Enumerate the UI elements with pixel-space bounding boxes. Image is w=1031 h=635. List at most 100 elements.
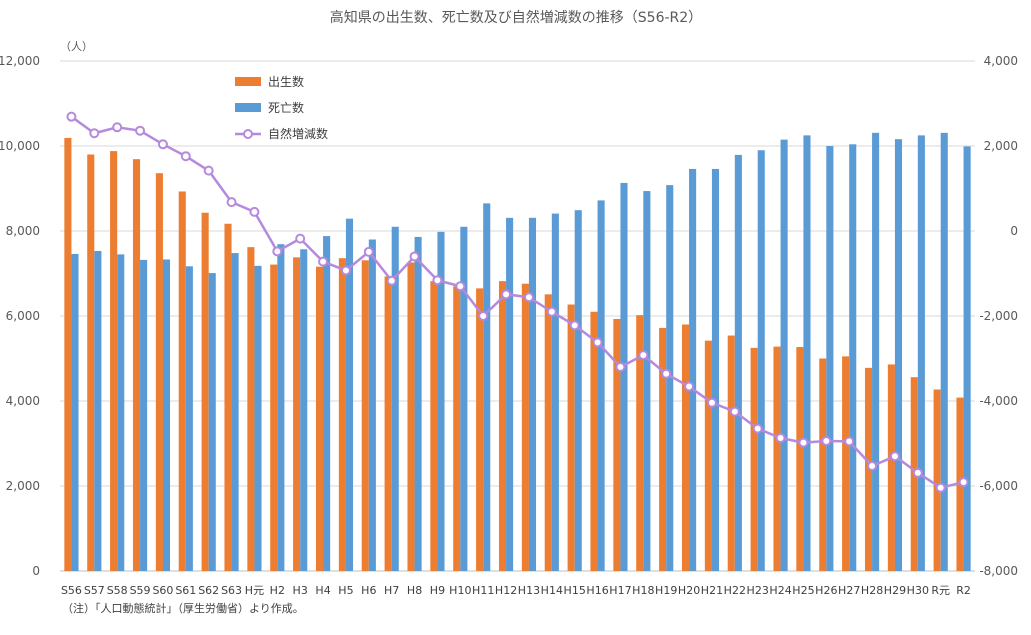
bar-births — [247, 247, 255, 571]
y-unit-label: （人） — [60, 40, 93, 53]
line-point — [409, 251, 420, 262]
bar-deaths — [506, 217, 514, 571]
bar-deaths — [483, 203, 491, 571]
bar-deaths — [666, 185, 674, 571]
line-point — [66, 111, 77, 122]
line-point — [112, 122, 123, 133]
bar-births — [201, 212, 209, 571]
bar-deaths — [323, 236, 331, 571]
line-point — [661, 368, 672, 379]
x-tick-label: H8 — [407, 584, 422, 597]
line-point — [592, 337, 603, 348]
left-tick-label: 8,000 — [6, 224, 40, 238]
x-tick-label: H6 — [361, 584, 376, 597]
line-series — [66, 111, 969, 493]
bar-births — [132, 159, 141, 572]
bar-deaths — [780, 139, 788, 571]
bar-births — [270, 264, 278, 571]
bar-deaths — [140, 259, 148, 571]
x-tick-label: S56 — [61, 584, 82, 597]
bar-births — [384, 276, 392, 571]
line-point — [867, 461, 878, 472]
x-tick-label: H16 — [586, 584, 608, 597]
x-tick-label: H18 — [632, 584, 654, 597]
bar-deaths — [940, 132, 948, 571]
bar-deaths — [574, 210, 582, 572]
x-tick-label: H24 — [769, 584, 791, 597]
x-tick-label: H12 — [495, 584, 517, 597]
line-point — [912, 467, 923, 478]
bar-deaths — [162, 259, 171, 571]
bar-births — [681, 324, 690, 571]
x-tick-label: R元 — [931, 584, 950, 597]
x-tick-label: H17 — [609, 584, 631, 597]
line-point — [203, 165, 214, 176]
bar-births — [659, 327, 667, 571]
legend-marker-natural — [243, 129, 253, 139]
line-point — [798, 437, 809, 448]
line-point — [889, 451, 900, 462]
left-tick-label: 12,000 — [0, 54, 40, 68]
x-tick-label: H11 — [472, 584, 494, 597]
bar-deaths — [437, 231, 445, 571]
x-tick-label: H28 — [861, 584, 883, 597]
bar-births — [544, 294, 552, 571]
line-point — [226, 197, 237, 208]
bar-deaths — [71, 253, 79, 571]
bar-deaths — [917, 135, 925, 571]
x-tick-label: H20 — [678, 584, 700, 597]
bar-deaths — [528, 217, 537, 571]
bar-births — [178, 191, 186, 571]
x-tick-label: H15 — [564, 584, 586, 597]
bar-births — [110, 151, 118, 571]
line-point — [249, 206, 260, 217]
bar-deaths — [872, 132, 880, 571]
line-point — [615, 362, 626, 372]
line-point — [180, 151, 191, 162]
line-point — [523, 292, 534, 303]
x-tick-label: H14 — [541, 584, 563, 597]
bar-deaths — [345, 218, 354, 572]
bar-births — [476, 288, 484, 571]
left-tick-label: 0 — [32, 564, 40, 578]
bar-births — [727, 335, 735, 571]
bar-births — [224, 223, 232, 571]
x-tick-label: H23 — [747, 584, 769, 597]
line-point — [729, 406, 740, 417]
x-tick-label: H7 — [384, 584, 399, 597]
x-tick-label: H10 — [449, 584, 471, 597]
bar-births — [750, 347, 758, 571]
line-point — [501, 289, 512, 300]
source-note: （注）「人口動態統計」（厚生労働省）より作成。 — [62, 601, 304, 615]
bar-births — [887, 364, 895, 571]
left-tick-label: 10,000 — [0, 139, 40, 153]
x-tick-label: H27 — [838, 584, 860, 597]
x-tick-label: S62 — [198, 584, 219, 597]
line-point — [455, 281, 466, 292]
line-point — [569, 320, 580, 331]
bar-births — [613, 318, 621, 571]
bar-births — [567, 304, 575, 571]
bar-births — [453, 286, 461, 571]
bar-series — [64, 132, 971, 572]
left-tick-label: 4,000 — [6, 394, 40, 408]
x-tick-label: H4 — [315, 584, 330, 597]
right-tick-label: 2,000 — [984, 139, 1018, 153]
bar-deaths — [963, 146, 971, 572]
right-tick-label: -4,000 — [979, 394, 1018, 408]
x-tick-label: S59 — [130, 584, 151, 597]
bar-births — [819, 358, 827, 571]
x-tick-label: H21 — [701, 584, 723, 597]
bar-births — [407, 262, 415, 571]
bar-deaths — [300, 249, 308, 571]
right-tick-label: -2,000 — [979, 309, 1018, 323]
bar-deaths — [208, 273, 216, 571]
line-point — [638, 350, 649, 361]
bar-deaths — [894, 139, 903, 571]
bar-deaths — [689, 168, 697, 571]
line-point — [340, 265, 351, 276]
line-point — [935, 482, 946, 493]
line-point — [157, 139, 168, 150]
